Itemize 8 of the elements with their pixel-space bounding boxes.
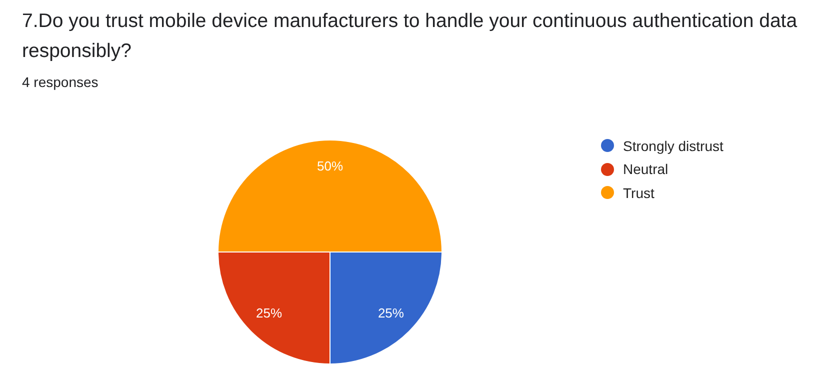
- legend-label: Neutral: [623, 161, 668, 178]
- chart-title: 7.Do you trust mobile device manufacturers to handle your continuous authentication data responsibly?: [22, 9, 798, 64]
- legend-label: Trust: [623, 184, 654, 201]
- data-label: 50%: [316, 158, 344, 174]
- legend-label: Strongly distrust: [623, 138, 724, 154]
- data-label: 25%: [378, 305, 404, 320]
- text: 4 responses: [22, 74, 98, 90]
- data-label: 25%: [256, 305, 282, 320]
